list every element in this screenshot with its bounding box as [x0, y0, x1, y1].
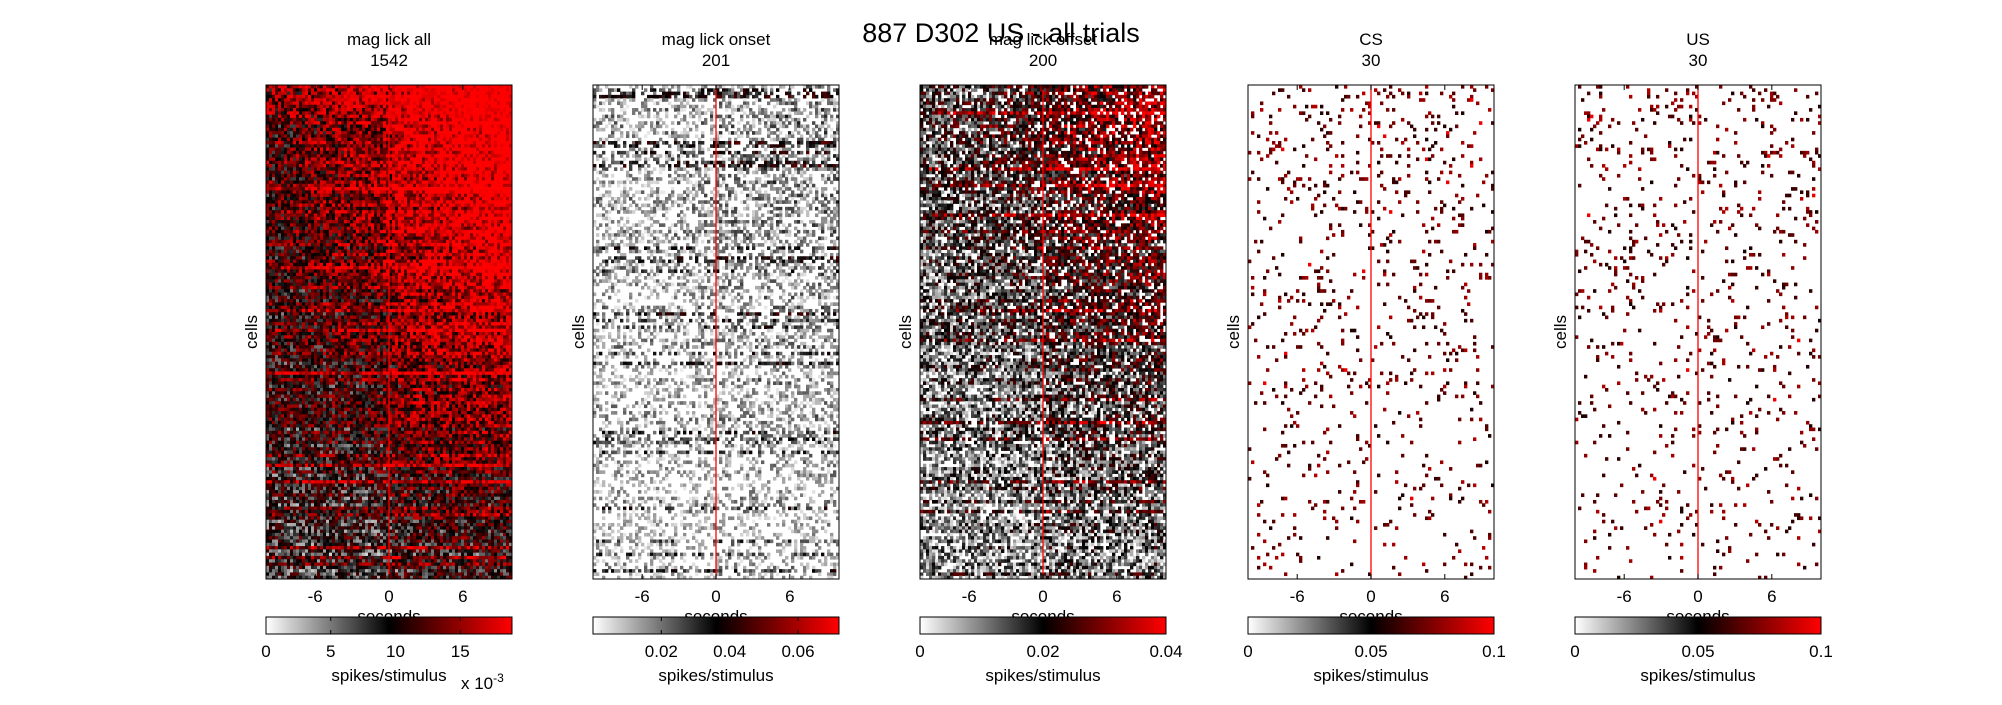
- panel-5-xtick-label-3: 6: [1767, 587, 1776, 606]
- panel-1-colorbar-tick-3: 10: [386, 642, 405, 661]
- panel-2-xtick-label-3: 6: [785, 587, 794, 606]
- panel-1-colorbar-tick-1: 0: [261, 642, 270, 661]
- panel-1-xtick-label-1: -6: [308, 587, 323, 606]
- panel-1-xtick-label-3: 6: [458, 587, 467, 606]
- panel-2-colorbar-tick-1: 0.02: [645, 642, 678, 661]
- panel-4-subtitle: 30: [1362, 51, 1381, 70]
- panel-3-xtick-label-3: 6: [1112, 587, 1121, 606]
- panel-5-colorbar-tick-2: 0.05: [1681, 642, 1714, 661]
- panel-3-colorbar-tick-3: 0.04: [1149, 642, 1182, 661]
- panel-5-ylabel: cells: [1551, 315, 1570, 349]
- panel-3-xtick-label-2: 0: [1038, 587, 1047, 606]
- panel-4-colorbar-label: spikes/stimulus: [1313, 666, 1428, 685]
- panel-5-colorbar-tick-1: 0: [1570, 642, 1579, 661]
- panel-5-colorbar-label: spikes/stimulus: [1640, 666, 1755, 685]
- panel-2-colorbar-label: spikes/stimulus: [658, 666, 773, 685]
- panel-4-xtick-label-3: 6: [1440, 587, 1449, 606]
- panel-1-colorbar: [266, 617, 512, 634]
- panel-4-colorbar-tick-3: 0.1: [1482, 642, 1506, 661]
- panel-3-colorbar-tick-2: 0.02: [1026, 642, 1059, 661]
- panel-1-ylabel: cells: [242, 315, 261, 349]
- panel-5-subtitle: 30: [1689, 51, 1708, 70]
- panel-1-subtitle: 1542: [370, 51, 408, 70]
- panel-2-subtitle: 201: [702, 51, 730, 70]
- panel-2-colorbar: [593, 617, 839, 634]
- panel-3-subtitle: 200: [1029, 51, 1057, 70]
- panel-1-colorbar-label: spikes/stimulus: [331, 666, 446, 685]
- panel-4-title: CS: [1359, 30, 1383, 49]
- panel-1-xtick-label-2: 0: [384, 587, 393, 606]
- panel-4-colorbar-tick-2: 0.05: [1354, 642, 1387, 661]
- panel-1-title: mag lick all: [347, 30, 431, 49]
- panel-2-ylabel: cells: [569, 315, 588, 349]
- panel-2-colorbar-tick-3: 0.06: [781, 642, 814, 661]
- panel-1-colorbar-tick-4: 15: [451, 642, 470, 661]
- panel-2-title: mag lick onset: [662, 30, 771, 49]
- panel-2-colorbar-tick-2: 0.04: [713, 642, 746, 661]
- panel-5-xtick-label-1: -6: [1617, 587, 1632, 606]
- panel-3-xtick-label-1: -6: [962, 587, 977, 606]
- panel-1-colorbar-tick-2: 5: [326, 642, 335, 661]
- panel-4-xtick-label-2: 0: [1366, 587, 1375, 606]
- panel-3-title: mag lick offset: [989, 30, 1098, 49]
- panel-4-xtick-label-1: -6: [1290, 587, 1305, 606]
- panel-2-xtick-label-2: 0: [711, 587, 720, 606]
- panel-5-title: US: [1686, 30, 1710, 49]
- panel-2-xtick-label-1: -6: [635, 587, 650, 606]
- panel-4-colorbar-tick-1: 0: [1243, 642, 1252, 661]
- panel-3-ylabel: cells: [896, 315, 915, 349]
- panel-3-colorbar-label: spikes/stimulus: [985, 666, 1100, 685]
- panel-5-xtick-label-2: 0: [1693, 587, 1702, 606]
- panel-5-colorbar-tick-3: 0.1: [1809, 642, 1833, 661]
- panel-1-colorbar-exponent: x 10-3: [461, 671, 504, 693]
- panel-4-ylabel: cells: [1224, 315, 1243, 349]
- panel-3-colorbar-tick-1: 0: [915, 642, 924, 661]
